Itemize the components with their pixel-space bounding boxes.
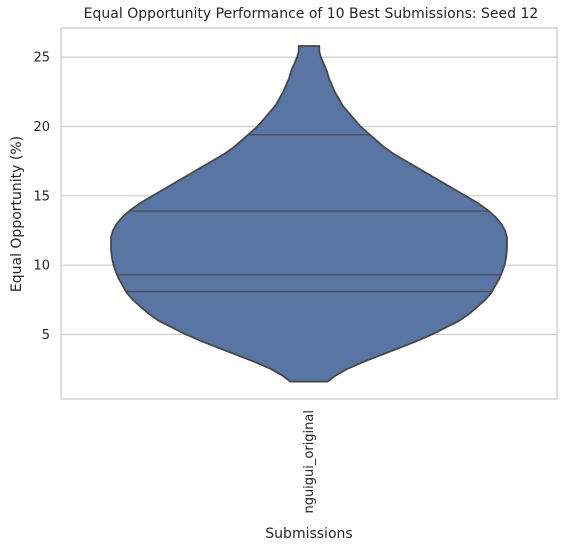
x-tick-label: nguigui_original [302, 410, 317, 514]
y-tick-label-15: 15 [33, 189, 50, 204]
violin-body [110, 45, 508, 383]
y-tick-label-10: 10 [33, 259, 50, 274]
chart-title: Equal Opportunity Performance of 10 Best… [84, 6, 539, 22]
y-tick-label-25: 25 [33, 51, 50, 66]
y-tick-label-20: 20 [33, 120, 50, 135]
y-axis-ticks: 5 10 15 20 25 [33, 51, 50, 343]
violin-layer [110, 45, 508, 383]
x-axis-label: Submissions [265, 526, 352, 542]
y-axis-label: Equal Opportunity (%) [9, 136, 25, 292]
plot-frame [60, 27, 558, 400]
y-tick-label-5: 5 [42, 328, 50, 343]
x-axis-ticks: nguigui_original [302, 410, 317, 514]
